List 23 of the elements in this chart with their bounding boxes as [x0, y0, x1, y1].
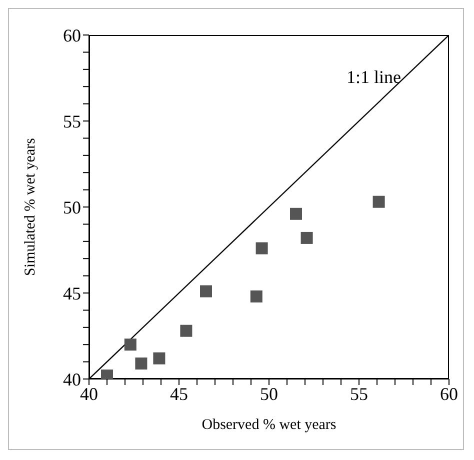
point: [135, 358, 148, 370]
y-tick-label: 45: [63, 283, 81, 304]
point: [124, 338, 136, 351]
point: [250, 290, 262, 302]
y-tick-label: 60: [63, 25, 81, 46]
point: [153, 352, 166, 364]
point: [290, 208, 302, 220]
x-tick-label: 60: [440, 384, 458, 404]
y-tick-label: 55: [63, 111, 81, 132]
y-tick-label: 40: [63, 369, 81, 390]
x-axis-title: Observed % wet years: [202, 417, 336, 433]
point: [256, 242, 268, 254]
point: [372, 196, 385, 208]
x-tick-label: 50: [260, 384, 278, 404]
point: [180, 324, 192, 337]
x-tick-label: 45: [170, 384, 188, 404]
y-tick-label: 50: [63, 197, 81, 218]
point: [300, 232, 313, 244]
y-axis-title: Simulated % wet years: [22, 138, 38, 276]
point: [200, 285, 212, 298]
x-tick-label: 55: [350, 384, 368, 404]
annotation: 1:1 line: [346, 67, 401, 88]
x-tick-label: 40: [80, 384, 98, 404]
